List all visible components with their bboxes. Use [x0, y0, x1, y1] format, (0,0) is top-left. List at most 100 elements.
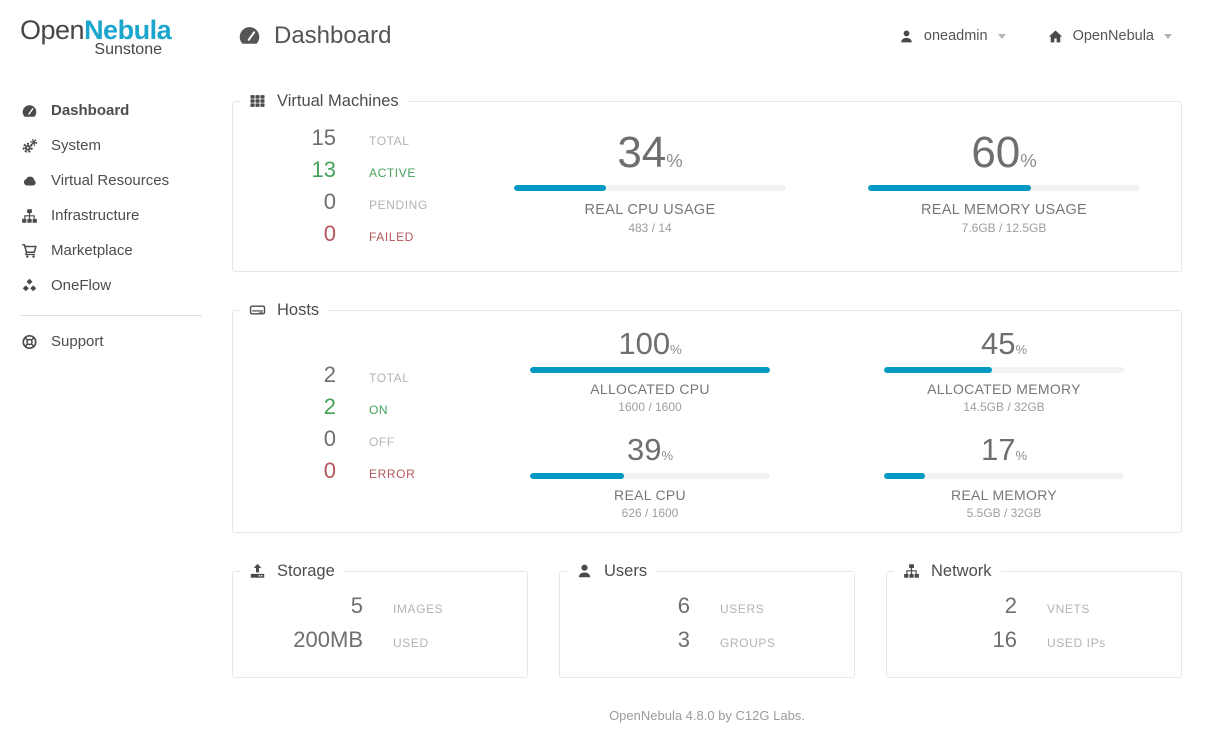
host-gauges: 100% ALLOCATED CPU 1600 / 1600 45% ALLOC… [473, 320, 1181, 532]
gauge-label: REAL CPU USAGE [584, 202, 716, 218]
stat-label: IMAGES [393, 602, 444, 616]
host-stats: 2 TOTAL 2 ON 0 OFF 0 ERROR [233, 320, 473, 532]
sidebar-item-label: Virtual Resources [51, 172, 170, 190]
logo-nebula: Nebula [84, 15, 172, 45]
storage-stats: 5 IMAGES 200MB USED [233, 581, 527, 677]
sidebar-divider [20, 315, 202, 317]
dashboard-icon [21, 102, 39, 119]
real-cpu-usage-gauge: 34% REAL CPU USAGE 483 / 14 [473, 111, 827, 271]
stat-value: 2 [323, 394, 336, 419]
dashboard-icon [237, 24, 262, 48]
grid-icon [249, 93, 267, 110]
progress-bar [884, 473, 1124, 479]
stat-label: OFF [369, 435, 395, 449]
gauge-detail: 1600 / 1600 [618, 400, 682, 414]
stat-value: 0 [323, 189, 336, 214]
gauge-percent: 17% [980, 432, 1028, 467]
vm-stats: 15 TOTAL 13 ACTIVE 0 PENDING 0 FAILED [233, 111, 473, 271]
stat-label: USED [393, 636, 429, 650]
real-cpu-gauge: 39% REAL CPU 626 / 1600 [473, 426, 827, 530]
sidebar-item-virtual-resources[interactable]: Virtual Resources [0, 163, 222, 198]
host-stat-off[interactable]: 0 OFF [233, 426, 473, 458]
bottom-panels: Storage 5 IMAGES 200MB USED Users [232, 562, 1182, 678]
logo-subtitle: Sunstone [94, 41, 162, 59]
logo-text: OpenNebula [20, 16, 172, 44]
chevron-down-icon [997, 33, 1006, 39]
progress-bar [530, 473, 770, 479]
dashboard-content: Virtual Machines 15 TOTAL 13 ACTIVE 0 PE… [232, 92, 1182, 723]
gauge-percent: 100% [618, 326, 682, 361]
users-stat-groups[interactable]: 3 GROUPS [560, 627, 854, 661]
host-stat-on[interactable]: 2 ON [233, 394, 473, 426]
sidebar-item-label: System [51, 137, 102, 155]
gauge-label: ALLOCATED CPU [590, 381, 710, 397]
virtual-machines-panel-title: Virtual Machines [240, 92, 408, 111]
user-menu[interactable]: oneadmin [899, 28, 1006, 44]
network-panel: Network 2 VNETS 16 USED IPs [886, 562, 1182, 678]
stat-value: 15 [311, 125, 336, 150]
stat-label: TOTAL [369, 371, 410, 385]
stat-label: ON [369, 403, 389, 417]
gears-icon [21, 137, 39, 154]
sidebar-item-infrastructure[interactable]: Infrastructure [0, 198, 222, 233]
storage-stat-used[interactable]: 200MB USED [233, 627, 527, 661]
vm-stat-pending[interactable]: 0 PENDING [233, 189, 473, 221]
gauge-label: REAL MEMORY USAGE [921, 202, 1087, 218]
progress-fill [530, 367, 770, 373]
zone-menu[interactable]: OpenNebula [1048, 28, 1172, 44]
vm-stat-total[interactable]: 15 TOTAL [233, 125, 473, 157]
opennebula-logo[interactable]: OpenNebula Sunstone [0, 0, 172, 59]
users-stat-users[interactable]: 6 USERS [560, 593, 854, 627]
virtual-machines-panel: Virtual Machines 15 TOTAL 13 ACTIVE 0 PE… [232, 92, 1182, 272]
sidebar-item-system[interactable]: System [0, 128, 222, 163]
stat-label: TOTAL [369, 134, 410, 148]
stat-value: 2 [323, 362, 336, 387]
progress-fill [884, 473, 925, 479]
user-icon [576, 563, 594, 580]
gauge-detail: 483 / 14 [628, 221, 672, 235]
sidebar-item-support[interactable]: Support [0, 324, 222, 359]
vm-stat-failed[interactable]: 0 FAILED [233, 221, 473, 253]
cubes-icon [21, 277, 39, 294]
panel-title-text: Hosts [277, 301, 320, 319]
sidebar-item-label: Support [51, 333, 104, 351]
real-memory-gauge: 17% REAL MEMORY 5.5GB / 32GB [827, 426, 1181, 530]
stat-value: 0 [323, 221, 336, 246]
network-stat-used-ips[interactable]: 16 USED IPs [887, 627, 1181, 661]
progress-fill [884, 367, 992, 373]
sidebar-item-oneflow[interactable]: OneFlow [0, 268, 222, 303]
stat-label: FAILED [369, 230, 414, 244]
sidebar-menu: Dashboard System Virtual Resources Infra… [0, 93, 222, 359]
stat-value: 13 [311, 157, 336, 182]
storage-panel: Storage 5 IMAGES 200MB USED [232, 562, 528, 678]
user-icon [899, 29, 915, 44]
stat-label: USERS [720, 602, 765, 616]
chevron-down-icon [1164, 33, 1172, 39]
allocated-cpu-gauge: 100% ALLOCATED CPU 1600 / 1600 [473, 320, 827, 424]
sidebar-item-dashboard[interactable]: Dashboard [0, 93, 222, 128]
sidebar-item-label: Marketplace [51, 242, 133, 260]
gauge-percent: 34% [617, 128, 683, 177]
gauge-label: REAL MEMORY [951, 487, 1057, 503]
stat-value: 0 [323, 458, 336, 483]
users-panel-title: Users [567, 562, 656, 581]
zone-menu-label: OpenNebula [1072, 28, 1154, 44]
stat-label: ERROR [369, 467, 416, 481]
gauge-label: REAL CPU [614, 487, 686, 503]
network-stats: 2 VNETS 16 USED IPs [887, 581, 1181, 677]
storage-stat-images[interactable]: 5 IMAGES [233, 593, 527, 627]
host-stat-total[interactable]: 2 TOTAL [233, 362, 473, 394]
vm-stat-active[interactable]: 13 ACTIVE [233, 157, 473, 189]
sidebar-item-marketplace[interactable]: Marketplace [0, 233, 222, 268]
users-stats: 6 USERS 3 GROUPS [560, 581, 854, 677]
progress-fill [868, 185, 1032, 191]
stat-value: 200MB [293, 627, 363, 652]
host-stat-error[interactable]: 0 ERROR [233, 458, 473, 490]
network-stat-vnets[interactable]: 2 VNETS [887, 593, 1181, 627]
stat-label: GROUPS [720, 636, 776, 650]
stat-label: VNETS [1047, 602, 1091, 616]
stat-label: ACTIVE [369, 166, 416, 180]
user-menu-label: oneadmin [923, 28, 988, 44]
sidebar: OpenNebula Sunstone Dashboard System Vir… [0, 0, 222, 747]
gauge-percent: 39% [626, 432, 674, 467]
